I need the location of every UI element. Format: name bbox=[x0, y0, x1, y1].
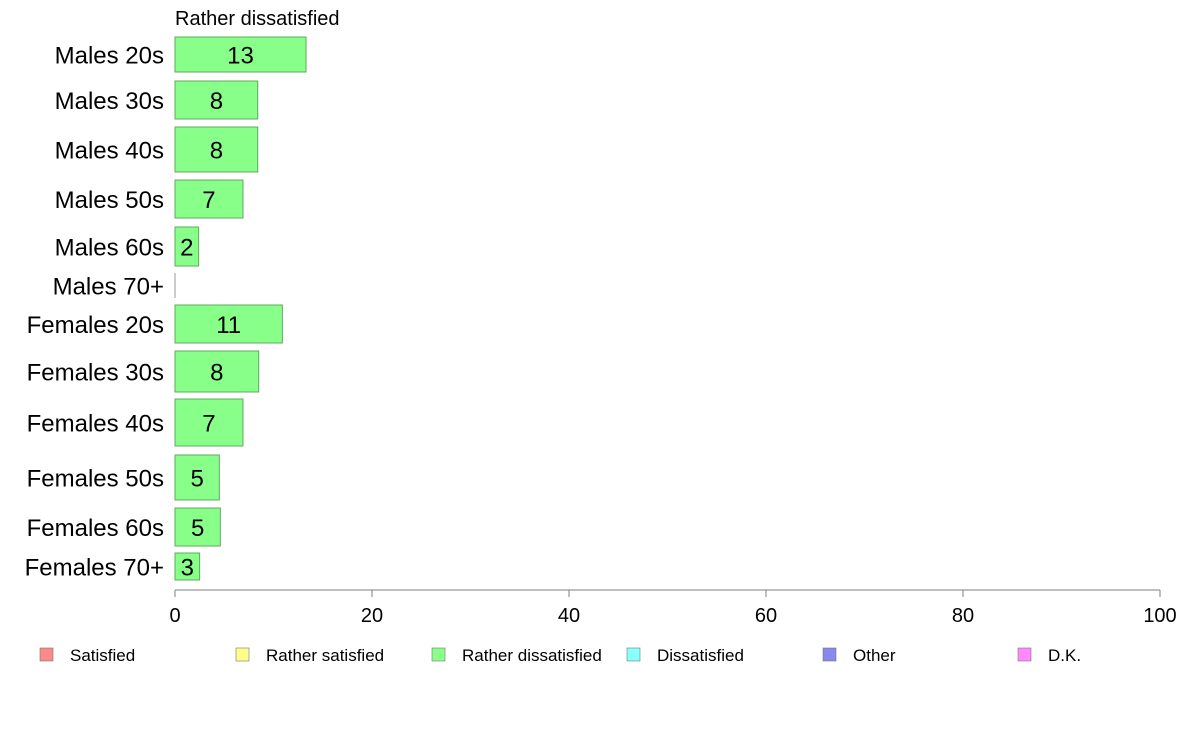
legend: Satisfied Rather satisfied Rather dissatis… bbox=[39, 646, 1081, 665]
category-label: Females 50s bbox=[27, 466, 164, 493]
bar-value-label: 8 bbox=[210, 138, 223, 165]
bar-value-label: 7 bbox=[202, 187, 215, 214]
category-label: Females 60s bbox=[27, 515, 164, 542]
legend-swatch bbox=[1017, 647, 1032, 662]
bar bbox=[174, 454, 220, 501]
legend-swatch bbox=[235, 647, 250, 662]
bar-value-label: 2 bbox=[180, 235, 193, 262]
x-tick-label: 100 bbox=[1143, 605, 1176, 627]
category-label: Females 40s bbox=[27, 411, 164, 438]
x-tick-label: 60 bbox=[755, 605, 777, 627]
category-label: Males 40s bbox=[55, 138, 164, 165]
bar bbox=[174, 36, 307, 73]
legend-swatch bbox=[39, 647, 54, 662]
category-labels: Males 20s Males 30s Males 40s Males 50s Male… bbox=[25, 43, 164, 582]
category-label: Males 70+ bbox=[53, 274, 164, 301]
category-label: Females 70+ bbox=[25, 555, 164, 582]
category-label: Males 30s bbox=[55, 88, 164, 115]
bar bbox=[174, 304, 283, 344]
legend-swatch bbox=[431, 647, 446, 662]
x-axis: 0 20 40 60 80 100 bbox=[169, 589, 1177, 627]
category-label: Females 20s bbox=[27, 312, 164, 339]
legend-label: D.K. bbox=[1048, 646, 1081, 665]
bar bbox=[174, 179, 244, 219]
legend-label: Satisfied bbox=[70, 646, 135, 665]
legend-label: Rather dissatisfied bbox=[462, 646, 602, 665]
bar-value-label: 13 bbox=[227, 43, 254, 70]
x-tick-label: 0 bbox=[169, 605, 180, 627]
bar bbox=[174, 226, 200, 267]
bar bbox=[174, 126, 259, 173]
legend-swatch bbox=[626, 647, 641, 662]
bar bbox=[174, 350, 260, 393]
bar-value-label: 3 bbox=[181, 555, 194, 582]
legend-swatch bbox=[822, 647, 837, 662]
chart-title: Rather dissatisfied bbox=[175, 8, 340, 30]
category-label: Males 50s bbox=[55, 187, 164, 214]
bar bbox=[174, 507, 221, 547]
bar-value-label: 8 bbox=[210, 88, 223, 115]
x-tick-label: 40 bbox=[558, 605, 580, 627]
category-label: Females 30s bbox=[27, 360, 164, 387]
bar bbox=[174, 398, 244, 447]
legend-label: Dissatisfied bbox=[657, 646, 744, 665]
bar bbox=[174, 80, 259, 120]
bar bbox=[174, 552, 201, 581]
bar-value-label: 11 bbox=[216, 312, 241, 339]
x-tick-label: 80 bbox=[952, 605, 974, 627]
category-label: Males 60s bbox=[55, 235, 164, 262]
legend-label: Other bbox=[853, 646, 896, 665]
bar-value-label: 7 bbox=[202, 411, 215, 438]
category-label: Males 20s bbox=[55, 43, 164, 70]
bar-value-label: 8 bbox=[210, 360, 223, 387]
bar-value-label: 5 bbox=[190, 466, 203, 493]
bar-value-label: 5 bbox=[191, 515, 204, 542]
legend-label: Rather satisfied bbox=[266, 646, 384, 665]
x-tick-label: 20 bbox=[361, 605, 383, 627]
